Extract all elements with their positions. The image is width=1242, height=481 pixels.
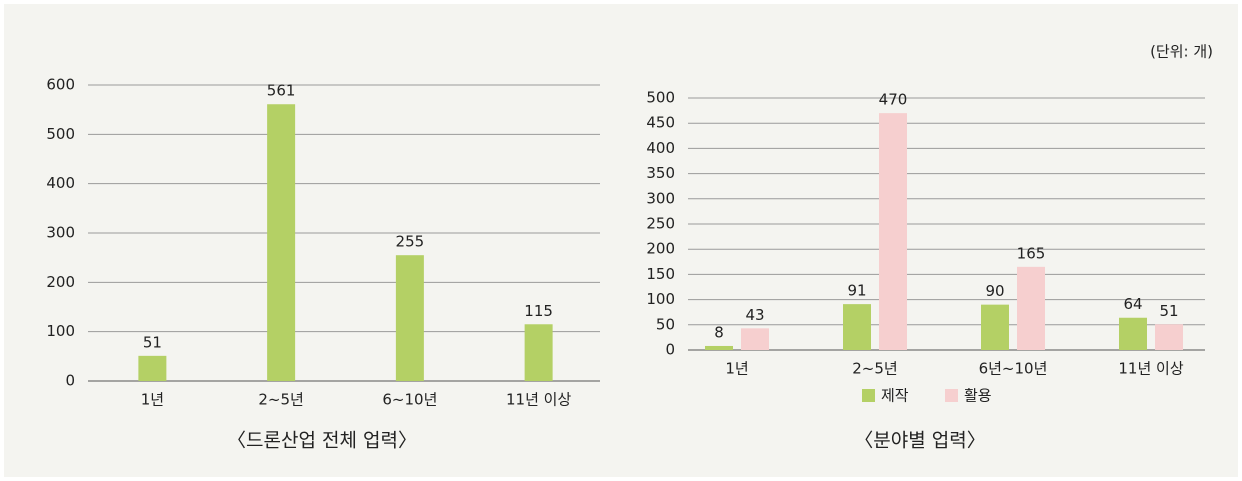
x-tick-label: 1년 [725,360,748,378]
bar [395,255,424,381]
bar [843,304,871,350]
legend-swatch [862,389,875,402]
value-label: 51 [1159,302,1178,320]
bar [1017,266,1045,350]
unit-label: (단위: 개) [1150,43,1213,61]
legend-label: 활용 [964,387,992,405]
y-tick-label: 100 [46,322,75,340]
y-tick-label: 300 [46,224,75,242]
y-tick-label: 500 [46,125,75,143]
chart-title: 〈분야별 업력〉 [854,430,985,452]
y-tick-label: 400 [646,139,675,157]
legend-swatch [945,389,958,402]
x-tick-label: 11년 이상 [1118,360,1183,378]
y-tick-label: 250 [646,215,675,233]
y-tick-label: 300 [646,189,675,207]
value-label: 255 [396,233,425,251]
bar [879,113,907,351]
x-tick-label: 6년~10년 [979,360,1048,378]
value-label: 115 [524,302,553,320]
y-tick-label: 450 [646,114,675,132]
bar [705,345,733,350]
x-tick-label: 6~10년 [382,391,437,409]
value-label: 64 [1123,295,1142,313]
value-label: 8 [714,323,724,341]
value-label: 470 [879,91,908,109]
background [4,4,1238,477]
y-tick-label: 400 [46,174,75,192]
y-tick-label: 50 [656,315,675,333]
bar [138,355,167,381]
chart-title: 〈드론산업 전체 업력〉 [227,430,417,452]
y-tick-label: 0 [65,372,75,390]
x-tick-label: 11년 이상 [506,391,571,409]
bar [1119,317,1147,350]
value-label: 51 [143,333,162,351]
bar [981,304,1009,350]
y-tick-label: 200 [46,273,75,291]
value-label: 561 [267,82,296,100]
x-tick-label: 2~5년 [852,360,897,378]
bar [524,324,553,381]
y-tick-label: 200 [646,240,675,258]
x-tick-label: 2~5년 [258,391,303,409]
y-tick-label: 500 [646,89,675,107]
bar [741,328,769,350]
value-label: 165 [1017,244,1046,262]
y-tick-label: 150 [646,265,675,283]
value-label: 91 [847,282,866,300]
value-label: 43 [745,306,764,324]
legend-label: 제작 [881,387,909,405]
bar [267,104,296,382]
y-tick-label: 600 [46,76,75,94]
y-tick-label: 100 [646,290,675,308]
x-tick-label: 1년 [141,391,164,409]
y-tick-label: 350 [646,164,675,182]
bar [1155,324,1183,350]
value-label: 90 [985,282,1004,300]
y-tick-label: 0 [665,341,675,359]
